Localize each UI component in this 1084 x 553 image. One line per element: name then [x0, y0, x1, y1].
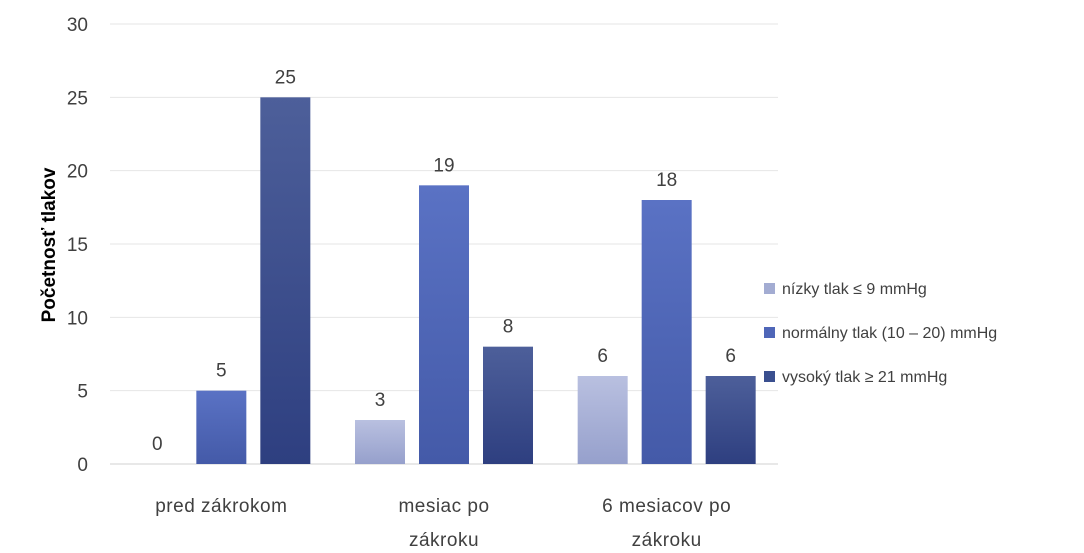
data-label: 25: [275, 67, 296, 88]
bar: [196, 390, 247, 464]
category-label-line: 6 mesiacov po: [602, 496, 731, 517]
y-tick-label: 30: [67, 15, 88, 36]
legend-swatch: [764, 371, 775, 382]
data-label: 19: [433, 155, 454, 176]
y-tick-label: 10: [67, 308, 88, 329]
data-label: 6: [725, 346, 736, 367]
category-label-line: zákroku: [409, 530, 479, 551]
bar: [355, 420, 405, 464]
category-label-line: zákroku: [632, 530, 702, 551]
bar: [577, 376, 628, 464]
legend-label: nízky tlak ≤ 9 mmHg: [782, 281, 927, 298]
data-label: 8: [503, 317, 514, 338]
bar: [641, 200, 692, 464]
data-label: 0: [152, 434, 163, 455]
bar: [419, 185, 469, 465]
y-axis-ticks: 0 5 10 15 20 25 30: [67, 15, 88, 476]
category-label-line: pred zákrokom: [155, 496, 287, 517]
y-tick-label: 5: [77, 382, 88, 403]
category-label: 6 mesiacov po zákroku: [602, 496, 731, 551]
y-tick-label: 20: [67, 162, 88, 183]
legend-swatch: [764, 283, 775, 294]
category-label: mesiac po zákroku: [398, 496, 489, 551]
data-label: 6: [597, 346, 608, 367]
y-tick-label: 15: [67, 235, 88, 256]
legend-label: vysoký tlak ≥ 21 mmHg: [782, 369, 947, 386]
legend: nízky tlak ≤ 9 mmHg normálny tlak (10 – 2…: [764, 281, 997, 386]
category-label-line: mesiac po: [398, 496, 489, 517]
bars: [196, 97, 756, 465]
category-label: pred zákrokom: [155, 496, 287, 517]
legend-label: normálny tlak (10 – 20) mmHg: [782, 325, 997, 342]
bar: [705, 376, 756, 464]
data-label: 18: [656, 170, 677, 191]
legend-swatch: [764, 327, 775, 338]
bar: [260, 97, 311, 464]
data-label: 3: [375, 390, 386, 411]
data-labels: 0 5 25 3 19 8 6 18 6: [152, 67, 736, 455]
y-tick-label: 25: [67, 88, 88, 109]
y-tick-label: 0: [77, 455, 88, 476]
y-axis-label: Početnosť tlakov: [39, 167, 60, 322]
data-label: 5: [216, 361, 227, 382]
bar: [483, 346, 533, 464]
